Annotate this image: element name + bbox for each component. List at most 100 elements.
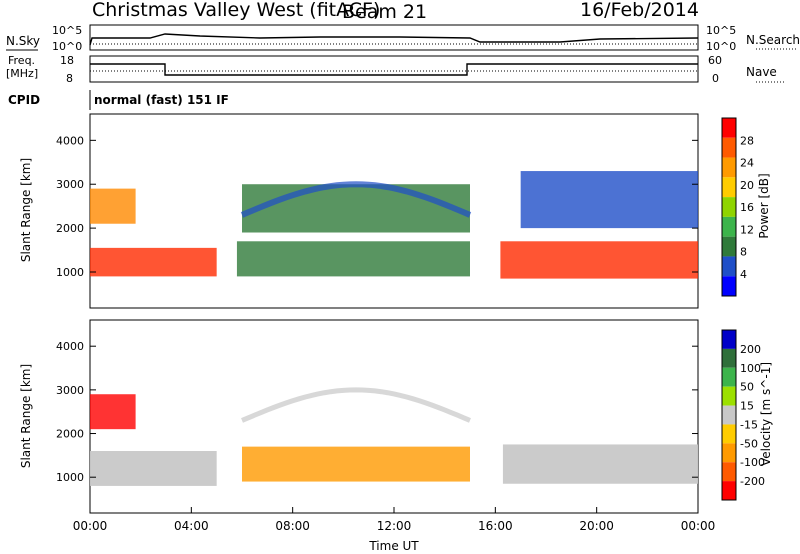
colorbar-tick-2: 20 [740,179,754,192]
freq-left-tick-top: 18 [60,54,74,67]
colorbar-swatch-5 [722,216,736,237]
colorbar-swatch-0 [722,118,736,138]
x-axis-label: Time UT [368,539,419,553]
colorbar-swatch-6 [722,236,736,257]
colorbar-swatch-7 [722,256,736,277]
velocity-colorbar-label: Velocity [m s^-1] [759,362,773,466]
noise-panel: N.Sky 10^5 10^0 10^5 10^0 N.Search [6,24,800,53]
cpid-text: normal (fast) 151 IF [94,93,229,107]
colorbar-swatch-2 [722,157,736,178]
colorbar-swatch-0 [722,330,736,349]
velocity-y-ticks: 1000 2000 3000 4000 [56,340,698,484]
freq-right-tick-bottom: 0 [712,72,719,85]
beam-label: Beam 21 [342,1,427,23]
colorbar-swatch-3 [722,386,736,406]
freq-trace [90,63,698,76]
freq-label-1: Freq. [8,54,35,67]
colorbar-tick-4: -15 [740,418,758,431]
power-y-ticks: 1000 2000 3000 4000 [56,134,698,279]
colorbar-swatch-4 [722,405,736,425]
power-arc-scatter [240,181,472,218]
power-colorbar: 28 24 20 16 12 8 4 [721,117,754,297]
y-tick-label-2: 3000 [56,384,84,397]
noise-panel-frame [89,24,699,51]
velocity-feature-2 [90,394,136,430]
y-tick-label-1: 2000 [56,428,84,441]
power-panel: 1000 2000 3000 4000 Slant Range [km] 28 24 20… [19,113,771,309]
noise-left-tick-top: 10^5 [52,24,82,37]
date-label: 16/Feb/2014 [580,0,699,21]
colorbar-swatch-7 [722,462,736,482]
noise-right-tick-top: 10^5 [706,24,736,37]
x-tick-label-1: 04:00 [174,519,209,533]
x-tick-label-3: 12:00 [377,519,412,533]
x-tick-label-2: 08:00 [275,519,310,533]
power-feature-3 [242,184,470,233]
velocity-colorbar: 200 100 50 15 -15 -50 -100 -200 [721,329,765,501]
colorbar-swatch-2 [722,367,736,387]
x-tick-label-5: 20:00 [579,519,614,533]
colorbar-tick-7: -200 [740,475,765,488]
y-tick-label-3: 4000 [56,340,84,353]
power-feature-1 [500,241,698,279]
colorbar-tick-0: 200 [740,343,761,356]
power-feature-5 [520,171,698,229]
velocity-panel: 1000 2000 3000 4000 Slant Range [km] 200 100… [19,319,773,514]
nave-label: Nave [746,65,777,79]
velocity-feature-3 [242,446,470,482]
plot-title: Christmas Valley West (fitACF) [92,0,380,21]
colorbar-swatch-6 [722,443,736,463]
power-colorbar-label: Power [dB] [757,173,771,238]
colorbar-swatch-1 [722,137,736,158]
colorbar-tick-6: -100 [740,456,765,469]
colorbar-swatch-4 [722,197,736,217]
power-feature-4 [236,241,470,277]
colorbar-frame [721,329,737,501]
noise-sky-trace [89,33,699,46]
colorbar-tick-2: 50 [740,381,754,394]
freq-label-2: [MHz] [6,67,38,80]
colorbar-tick-3: 15 [740,400,754,413]
colorbar-swatch-3 [722,177,736,198]
power-feature-0 [90,247,217,277]
colorbar-tick-5: 8 [740,246,747,259]
noise-right-tick-bottom: 10^0 [706,40,736,53]
noise-left-label: N.Sky [6,34,40,48]
power-feature-2 [90,188,136,224]
colorbar-tick-4: 12 [740,223,754,236]
velocity-feature-1 [502,444,698,484]
velocity-arc-scatter [241,387,471,423]
power-features [90,171,698,279]
freq-panel: Freq. [MHz] 18 8 60 0 Nave [6,54,784,85]
y-tick-label-0: 1000 [56,266,84,279]
velocity-feature-0 [90,450,217,486]
cpid-label: CPID [8,93,40,107]
colorbar-tick-5: -50 [740,437,758,450]
x-axis-ticks: 00:00 04:00 08:00 12:00 16:00 20:00 00:00 [73,507,716,533]
y-tick-label-3: 4000 [56,134,84,147]
colorbar-swatch-1 [722,348,736,368]
y-tick-label-1: 2000 [56,222,84,235]
colorbar-swatch-8 [722,276,736,296]
colorbar-frame [721,117,737,297]
velocity-ylabel: Slant Range [km] [19,364,33,468]
x-tick-label-4: 16:00 [478,519,513,533]
power-ylabel: Slant Range [km] [19,158,33,262]
y-tick-label-2: 3000 [56,178,84,191]
colorbar-tick-3: 16 [740,201,754,214]
colorbar-swatch-5 [722,424,736,444]
freq-left-tick-bottom: 8 [66,72,73,85]
freq-right-tick-top: 60 [708,54,722,67]
colorbar-tick-6: 4 [740,268,747,281]
colorbar-tick-1: 100 [740,362,761,375]
y-tick-label-0: 1000 [56,471,84,484]
colorbar-swatch-8 [722,481,736,500]
colorbar-tick-1: 24 [740,157,754,170]
velocity-features [90,387,698,486]
x-tick-label-6: 00:00 [681,519,716,533]
colorbar-tick-0: 28 [740,134,754,147]
freq-panel-frame [89,55,699,83]
noise-left-tick-bottom: 10^0 [52,40,82,53]
noise-right-label: N.Search [746,33,800,47]
